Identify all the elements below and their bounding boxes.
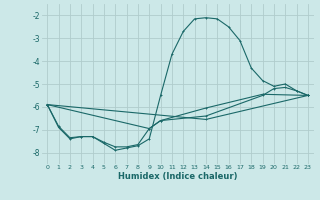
X-axis label: Humidex (Indice chaleur): Humidex (Indice chaleur): [118, 172, 237, 181]
